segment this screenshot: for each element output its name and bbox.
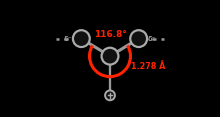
Text: δ⁻: δ⁻ bbox=[64, 36, 73, 42]
Circle shape bbox=[102, 48, 118, 65]
Text: δ⁻: δ⁻ bbox=[147, 36, 156, 42]
Circle shape bbox=[73, 30, 90, 47]
Circle shape bbox=[105, 90, 115, 100]
Text: 116.8°: 116.8° bbox=[94, 30, 126, 39]
Text: 1.278 Å: 1.278 Å bbox=[131, 62, 165, 71]
Circle shape bbox=[130, 30, 147, 47]
